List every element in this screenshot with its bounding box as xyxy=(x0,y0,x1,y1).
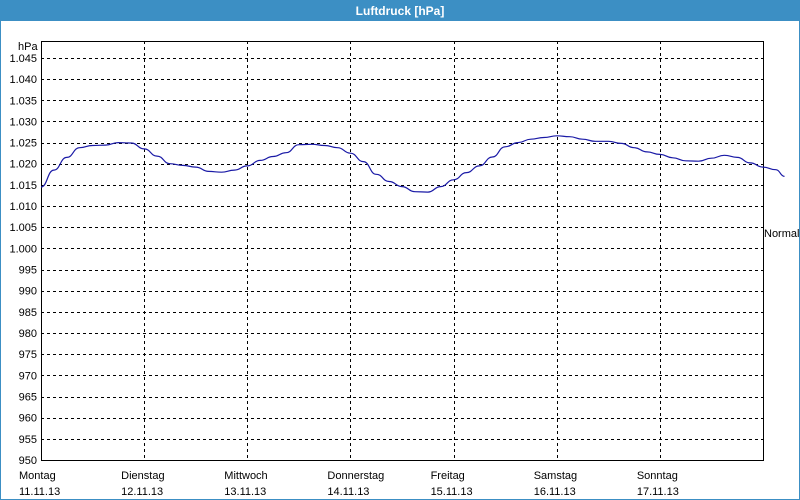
x-day-label: Freitag xyxy=(431,470,465,482)
y-axis-unit-label: hPa xyxy=(18,41,38,53)
x-date-label: 12.11.13 xyxy=(121,486,163,498)
plot-area-border xyxy=(41,41,764,461)
y-tick-label: 1.045 xyxy=(9,53,37,65)
y-tick-label: 1.030 xyxy=(9,116,37,128)
x-date-label: 17.11.13 xyxy=(637,486,679,498)
y-tick-label: 995 xyxy=(19,265,37,277)
x-date-label: 11.11.13 xyxy=(19,486,60,498)
window-title: Luftdruck [hPa] xyxy=(1,1,799,21)
y-tick-label: 955 xyxy=(19,434,37,446)
y-tick-label: 965 xyxy=(19,392,37,404)
y-tick-label: 1.040 xyxy=(9,74,37,86)
y-axis-ticks: 1.045 1.040 1.035 1.030 1.025 1.020 1.015 1.010… xyxy=(9,53,37,467)
y-tick-label: 985 xyxy=(19,307,37,319)
x-date-label: 16.11.13 xyxy=(534,486,576,498)
x-day-label: Samstag xyxy=(534,470,577,482)
x-date-label: 14.11.13 xyxy=(327,486,369,498)
x-day-label: Sonntag xyxy=(637,470,678,482)
x-date-label: 13.11.13 xyxy=(224,486,266,498)
y-tick-label: 1.005 xyxy=(9,222,37,234)
y-tick-label: 1.020 xyxy=(9,159,37,171)
x-day-label: Dienstag xyxy=(121,470,164,482)
x-day-label: Mittwoch xyxy=(224,470,267,482)
x-day-label: Donnerstag xyxy=(327,470,384,482)
y-tick-label: 990 xyxy=(19,286,37,298)
x-date-label: 15.11.13 xyxy=(431,486,473,498)
y-tick-label: 1.010 xyxy=(9,201,37,213)
y-tick-label: 975 xyxy=(19,349,37,361)
y-tick-label: 1.025 xyxy=(9,138,37,150)
x-day-label: Montag xyxy=(19,470,56,482)
y-tick-label: 1.000 xyxy=(9,243,37,255)
y-tick-label: 1.035 xyxy=(9,95,37,107)
gridlines xyxy=(41,41,763,460)
y-tick-label: 1.015 xyxy=(9,180,37,192)
pressure-series-line xyxy=(40,135,785,193)
y-tick-label: 980 xyxy=(19,328,37,340)
y-tick-label: 960 xyxy=(19,413,37,425)
y-tick-label: 970 xyxy=(19,370,37,382)
x-axis-labels: Montag 11.11.13 Dienstag 12.11.13 Mittwoch 13… xyxy=(19,470,679,498)
y-tick-label: 950 xyxy=(19,455,37,467)
reference-line-label: Normal xyxy=(764,228,799,240)
